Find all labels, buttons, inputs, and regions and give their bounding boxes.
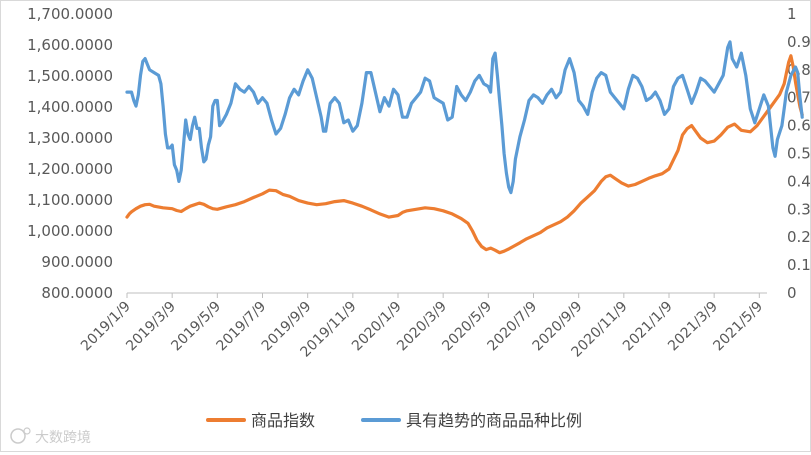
y-left-tick-label: 1,500.0000: [27, 67, 113, 85]
watermark-text: 大数跨境: [35, 430, 91, 446]
legend-label-commodity-index: 商品指数: [251, 411, 315, 430]
y-right-tick-label: 0.2: [787, 228, 810, 246]
y-right-tick-label: 0.5: [787, 145, 810, 163]
y-right-tick-label: 0.4: [787, 172, 810, 190]
y-left-tick-label: 1,600.0000: [27, 36, 113, 54]
y-left-tick-label: 800.0000: [41, 284, 113, 302]
y-left-tick-label: 900.0000: [41, 253, 113, 271]
y-right-tick-label: 1: [787, 5, 797, 23]
series-line-trend-ratio: [125, 40, 804, 195]
watermark-logo-icon: [10, 427, 31, 444]
y-left-tick-label: 1,000.0000: [27, 222, 113, 240]
y-left-tick-label: 1,700.0000: [27, 5, 113, 23]
y-axis-left: 800.0000 900.0000 1,000.0000 1,100.0000 1,20…: [27, 5, 113, 302]
y-right-tick-label: 0.9: [787, 33, 810, 51]
series-layer: [125, 40, 804, 255]
y-axis-right: 00.10.20.30.40.50.60.70.80.91: [787, 5, 811, 302]
legend-label-trend-ratio: 具有趋势的商品品种比例: [406, 411, 582, 430]
x-axis: 2019/1/92019/3/92019/5/92019/7/92019/9/9…: [78, 292, 767, 361]
series-line-commodity-index: [125, 54, 804, 255]
y-right-tick-label: 0.6: [787, 117, 810, 135]
y-right-tick-label: 0.1: [787, 256, 810, 274]
y-right-tick-label: 0.3: [787, 200, 810, 218]
y-right-tick-label: 0: [787, 284, 797, 302]
y-left-tick-label: 1,400.0000: [27, 98, 113, 116]
watermark: 大数跨境: [10, 427, 91, 446]
legend: 商品指数 具有趋势的商品品种比例: [206, 411, 582, 430]
y-left-tick-label: 1,100.0000: [27, 191, 113, 209]
y-left-tick-label: 1,200.0000: [27, 160, 113, 178]
x-tick-label: 2021/5/9: [710, 299, 766, 355]
y-left-tick-label: 1,300.0000: [27, 129, 113, 147]
